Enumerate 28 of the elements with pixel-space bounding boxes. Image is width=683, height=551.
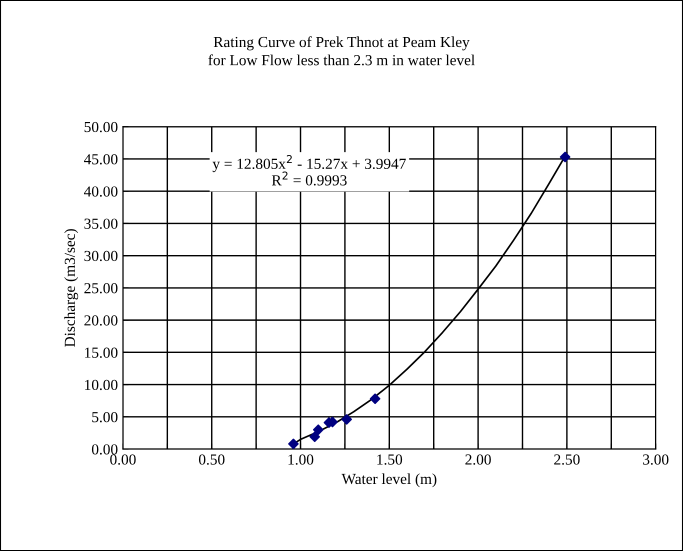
x-tick-label: 1.50 (377, 454, 402, 465)
x-tick-label: 2.50 (554, 454, 580, 465)
y-tick-label: 5.00 (92, 412, 118, 422)
point (288, 438, 299, 450)
y-tick-label: 20.00 (84, 315, 118, 326)
x-tick-label: 3.00 (643, 454, 668, 465)
x-axis-title: Water level (m) (342, 473, 436, 488)
chart-title: Rating Curve of Prek Thnot at Peam Kley for Low Flow less than 2.3 m in water level (208, 36, 475, 66)
point (309, 432, 320, 442)
y-tick-label: 15.00 (85, 348, 118, 358)
point (341, 414, 352, 425)
x-tick-label: 0.00 (110, 454, 136, 465)
y-tick-label: 50.00 (84, 122, 118, 132)
point (370, 393, 380, 404)
y-tick-label: 30.00 (84, 250, 118, 262)
x-tick-label: 0.50 (198, 454, 225, 465)
x-tick-label: 2.00 (465, 454, 491, 465)
point (312, 424, 324, 436)
y-tick-label: 40.00 (84, 186, 118, 197)
annotation: y = 12.805x$^{2}$ - 15.27x + 3.9947 R$^{2}$ = 0.9993 (212, 155, 406, 186)
y-tick-label: 10.00 (85, 380, 118, 390)
y-tick-label: 35.00 (84, 218, 118, 229)
y-tick-label: 25.00 (84, 283, 118, 294)
point (560, 152, 570, 162)
y-tick-label: 0.00 (92, 444, 118, 455)
x-tick-label: 1.00 (288, 454, 314, 465)
y-tick-label: 45.00 (84, 154, 118, 164)
y-axis-title: Discharge (m3/sec) (64, 229, 78, 347)
